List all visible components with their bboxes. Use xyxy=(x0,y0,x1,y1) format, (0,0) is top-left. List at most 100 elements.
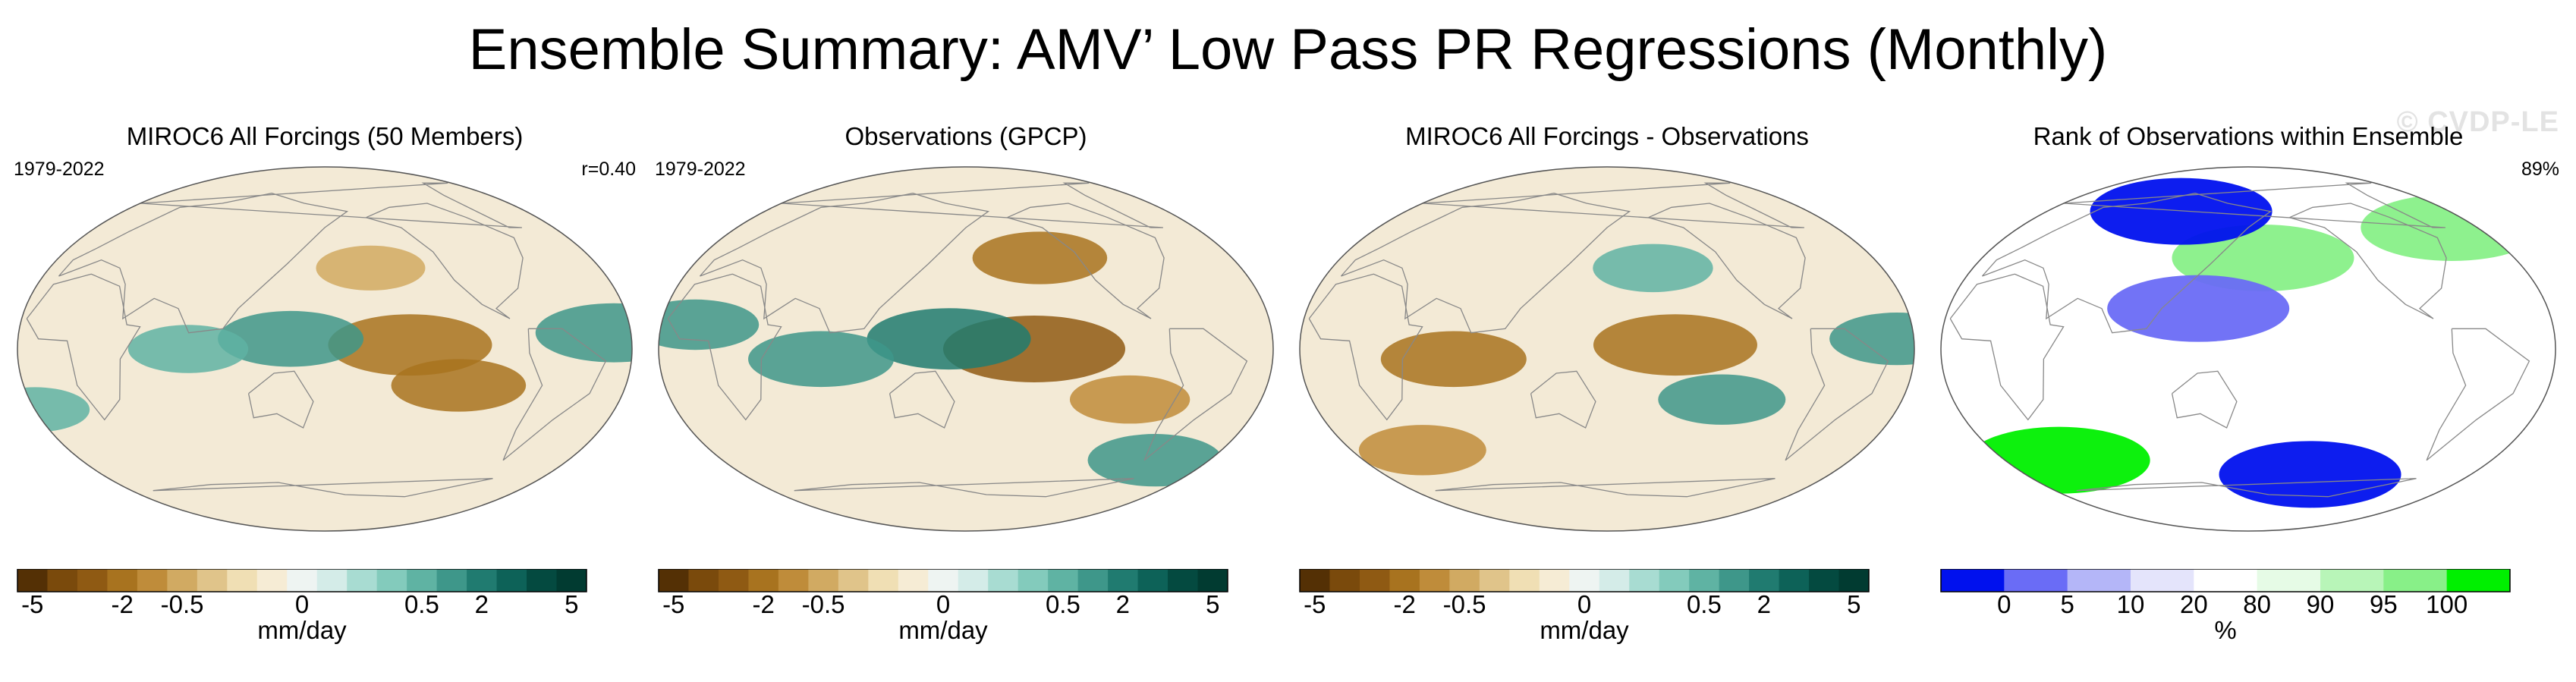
anomaly-north-pacific xyxy=(972,231,1108,284)
coastline-australia xyxy=(1530,370,1596,429)
coastline-eurasia xyxy=(58,193,349,334)
colorbar-swatch xyxy=(436,569,467,592)
anomaly-southern-ocean xyxy=(1087,434,1223,487)
coastline-south-america xyxy=(1143,328,1248,461)
colorbar-swatch xyxy=(496,569,527,592)
colorbar-swatch xyxy=(659,569,689,592)
colorbar-tick-label: 0 xyxy=(1577,590,1591,618)
panel-rank: Rank of Observations within Ensemble 89%… xyxy=(1937,114,2559,675)
colorbar-swatch xyxy=(2131,569,2194,592)
colorbar-swatch xyxy=(2194,569,2258,592)
colorbar-swatch xyxy=(1329,569,1360,592)
colorbar-swatch xyxy=(1599,569,1630,592)
colorbar-swatch xyxy=(868,569,899,592)
coastline-north-america xyxy=(1648,203,1806,319)
colorbar-tick-label: -0.5 xyxy=(161,590,204,618)
colorbar-swatch xyxy=(1359,569,1390,592)
anomaly-arctic-siberia xyxy=(2090,178,2272,245)
colorbar-swatch xyxy=(1137,569,1168,592)
colorbar-swatch xyxy=(1168,569,1199,592)
colorbar-tick-label: -5 xyxy=(662,590,684,618)
coastline-greenland xyxy=(1422,182,1804,228)
map-border xyxy=(1940,166,2556,532)
coastline-south-america xyxy=(502,328,607,461)
coastline-antarctica xyxy=(794,478,1134,498)
anomaly-indian-ocean xyxy=(748,331,895,388)
colorbar-swatch xyxy=(1629,569,1660,592)
coastline-eurasia xyxy=(1340,193,1631,334)
colorbar-swatch xyxy=(527,569,558,592)
coastline-australia xyxy=(247,370,314,429)
anomaly-indian-ocean xyxy=(1380,331,1527,388)
colorbar-swatch xyxy=(256,569,288,592)
colorbar-unit-label: % xyxy=(2214,616,2236,644)
colorbar-swatch xyxy=(928,569,959,592)
colorbar-swatch xyxy=(1300,569,1330,592)
colorbar-unit-label: mm/day xyxy=(898,616,988,644)
rank-percent-label: 89% xyxy=(2521,159,2559,180)
colorbar-swatch xyxy=(688,569,719,592)
colorbar-tick-label: 0 xyxy=(295,590,309,618)
colorbar-swatch xyxy=(2067,569,2131,592)
colorbar-tick-label: 90 xyxy=(2307,590,2335,618)
panel-title: Observations (GPCP) xyxy=(845,122,1087,150)
colorbar-swatch xyxy=(467,569,498,592)
coastline-africa xyxy=(667,273,782,421)
colorbar-swatch xyxy=(2004,569,2068,592)
map-rank xyxy=(1940,166,2556,532)
colorbar-swatch xyxy=(2446,569,2511,592)
colorbar-frame xyxy=(17,569,587,592)
colorbar-swatch xyxy=(1108,569,1139,592)
coastline-antarctica xyxy=(1435,478,1776,498)
colorbar-swatch xyxy=(1809,569,1840,592)
colorbar-swatch xyxy=(287,569,318,592)
map-model xyxy=(17,166,633,532)
colorbar-swatch xyxy=(107,569,138,592)
figure-title: Ensemble Summary: AMV’ Low Pass PR Regre… xyxy=(468,17,2108,82)
coastline-antarctica xyxy=(2076,478,2417,498)
colorbar-swatch xyxy=(347,569,378,592)
coastline-greenland xyxy=(140,182,522,228)
map-observations xyxy=(658,166,1274,532)
colorbar-tick-label: 10 xyxy=(2117,590,2145,618)
colorbar-swatch xyxy=(1479,569,1510,592)
coastline-eurasia xyxy=(1981,193,2272,334)
colorbar-swatch xyxy=(808,569,839,592)
coastline-africa xyxy=(1949,273,2065,421)
colorbar-swatch xyxy=(407,569,438,592)
colorbar-tick-label: 2 xyxy=(1116,590,1130,618)
colorbar-swatch xyxy=(748,569,779,592)
coastline-australia xyxy=(2171,370,2238,429)
anomaly-north-pacific xyxy=(316,245,426,291)
colorbar-swatch xyxy=(958,569,989,592)
colorbar-tick-label: 5 xyxy=(2060,590,2074,618)
colorbar-swatch xyxy=(1197,569,1228,592)
colorbar-swatch xyxy=(1419,569,1450,592)
colorbar-swatch xyxy=(898,569,929,592)
coastline-south-america xyxy=(2426,328,2530,461)
coastline-eurasia xyxy=(699,193,990,334)
panel-observations: Observations (GPCP) 1979-2022 -5 -2 -0.5 0 0… xyxy=(655,114,1277,675)
anomaly-tropical-atlantic xyxy=(1829,313,1914,366)
anomaly-atlantic-itcz xyxy=(535,303,632,363)
colorbar-rank: 0 5 10 20 80 90 95 100% xyxy=(1940,569,2511,644)
colorbar-swatch xyxy=(1749,569,1780,592)
coastline-north-america xyxy=(366,203,524,319)
colorbar-unit-label: mm/day xyxy=(257,616,347,644)
map-border xyxy=(17,166,633,532)
colorbar-tick-label: -0.5 xyxy=(802,590,845,618)
anomaly-western-tropical-pacific-maritime-continent xyxy=(218,310,364,367)
coastline-north-america xyxy=(2289,203,2447,319)
colorbar-swatch xyxy=(1659,569,1690,592)
colorbar-swatch xyxy=(1048,569,1079,592)
colorbar-swatch xyxy=(556,569,587,592)
colorbar-swatch xyxy=(227,569,258,592)
anomaly-south-central-pacific xyxy=(391,359,527,412)
colorbar-swatch xyxy=(1569,569,1600,592)
anomaly-central-equatorial-pacific xyxy=(1593,314,1757,376)
colorbar-tick-label: -5 xyxy=(1304,590,1326,618)
panel-model: MIROC6 All Forcings (50 Members) 1979-20… xyxy=(14,114,636,675)
panel-difference: MIROC6 All Forcings - Observations -5 -2-… xyxy=(1296,114,1918,675)
anomaly-north-atlantic xyxy=(2361,194,2543,261)
colorbar-tick-label: 2 xyxy=(475,590,489,618)
